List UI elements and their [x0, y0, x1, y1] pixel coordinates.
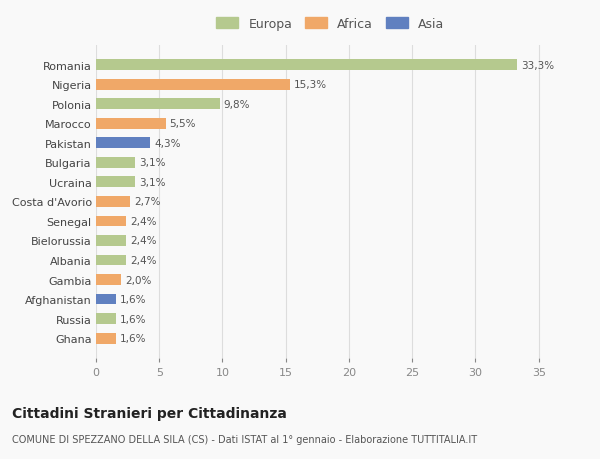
Bar [96, 99, 220, 110]
Text: 1,6%: 1,6% [120, 314, 146, 324]
Bar [96, 177, 135, 188]
Text: 2,4%: 2,4% [130, 236, 157, 246]
Text: 15,3%: 15,3% [293, 80, 326, 90]
Bar [96, 274, 121, 285]
Text: 33,3%: 33,3% [521, 61, 554, 70]
Bar [96, 294, 116, 305]
Text: 2,4%: 2,4% [130, 217, 157, 226]
Bar [96, 157, 135, 168]
Bar [96, 196, 130, 207]
Bar [96, 60, 517, 71]
Bar [96, 79, 290, 90]
Text: 1,6%: 1,6% [120, 334, 146, 343]
Text: 2,4%: 2,4% [130, 256, 157, 265]
Text: 3,1%: 3,1% [139, 178, 166, 187]
Text: 2,0%: 2,0% [125, 275, 151, 285]
Text: 3,1%: 3,1% [139, 158, 166, 168]
Text: 4,3%: 4,3% [154, 139, 181, 148]
Text: 2,7%: 2,7% [134, 197, 160, 207]
Text: 1,6%: 1,6% [120, 295, 146, 304]
Bar [96, 118, 166, 129]
Bar [96, 313, 116, 325]
Bar [96, 255, 127, 266]
Bar [96, 235, 127, 246]
Bar [96, 138, 151, 149]
Text: 5,5%: 5,5% [169, 119, 196, 129]
Text: COMUNE DI SPEZZANO DELLA SILA (CS) - Dati ISTAT al 1° gennaio - Elaborazione TUT: COMUNE DI SPEZZANO DELLA SILA (CS) - Dat… [12, 434, 477, 444]
Text: 9,8%: 9,8% [224, 100, 250, 109]
Bar [96, 216, 127, 227]
Text: Cittadini Stranieri per Cittadinanza: Cittadini Stranieri per Cittadinanza [12, 406, 287, 420]
Legend: Europa, Africa, Asia: Europa, Africa, Asia [209, 11, 451, 37]
Bar [96, 333, 116, 344]
